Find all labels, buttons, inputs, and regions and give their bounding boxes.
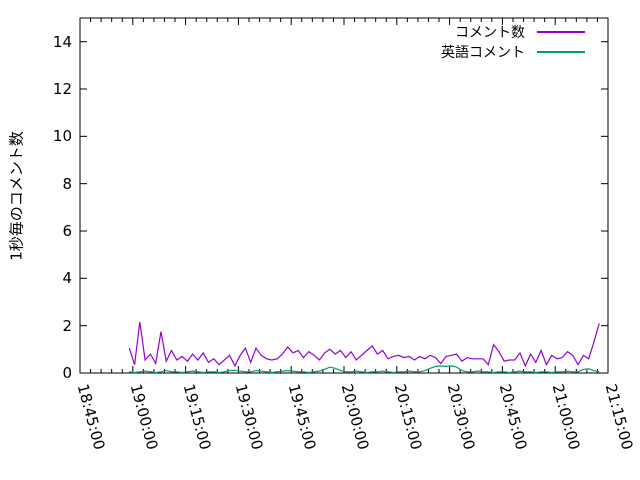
y-tick-label: 6 — [62, 222, 72, 240]
series-line-english-comments — [129, 365, 600, 374]
y-tick-label: 14 — [52, 32, 72, 51]
y-tick-label: 12 — [52, 80, 72, 98]
series-line-comments — [128, 322, 600, 368]
y-tick-label: 0 — [62, 364, 72, 382]
plot-border — [79, 17, 609, 374]
legend: コメント数 英語コメント — [441, 22, 585, 62]
y-tick-label: 4 — [62, 269, 72, 288]
y-axis-title: 1秒毎のコメント数 — [7, 131, 26, 261]
legend-row-english-comments: 英語コメント — [441, 42, 585, 62]
legend-label-english-comments: 英語コメント — [441, 45, 525, 61]
legend-label-comments: コメント数 — [455, 25, 525, 41]
y-tick-label: 2 — [62, 316, 72, 335]
y-tick-label: 8 — [62, 174, 72, 193]
legend-row-comments: コメント数 — [441, 22, 585, 42]
legend-sample-english-comments-line — [537, 51, 585, 53]
y-tick-label: 10 — [52, 127, 72, 146]
legend-sample-comments-line — [537, 31, 585, 33]
